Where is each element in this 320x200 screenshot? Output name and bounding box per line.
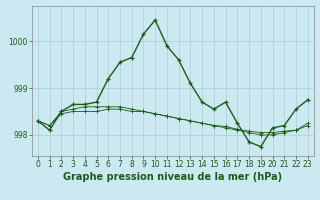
X-axis label: Graphe pression niveau de la mer (hPa): Graphe pression niveau de la mer (hPa): [63, 172, 282, 182]
